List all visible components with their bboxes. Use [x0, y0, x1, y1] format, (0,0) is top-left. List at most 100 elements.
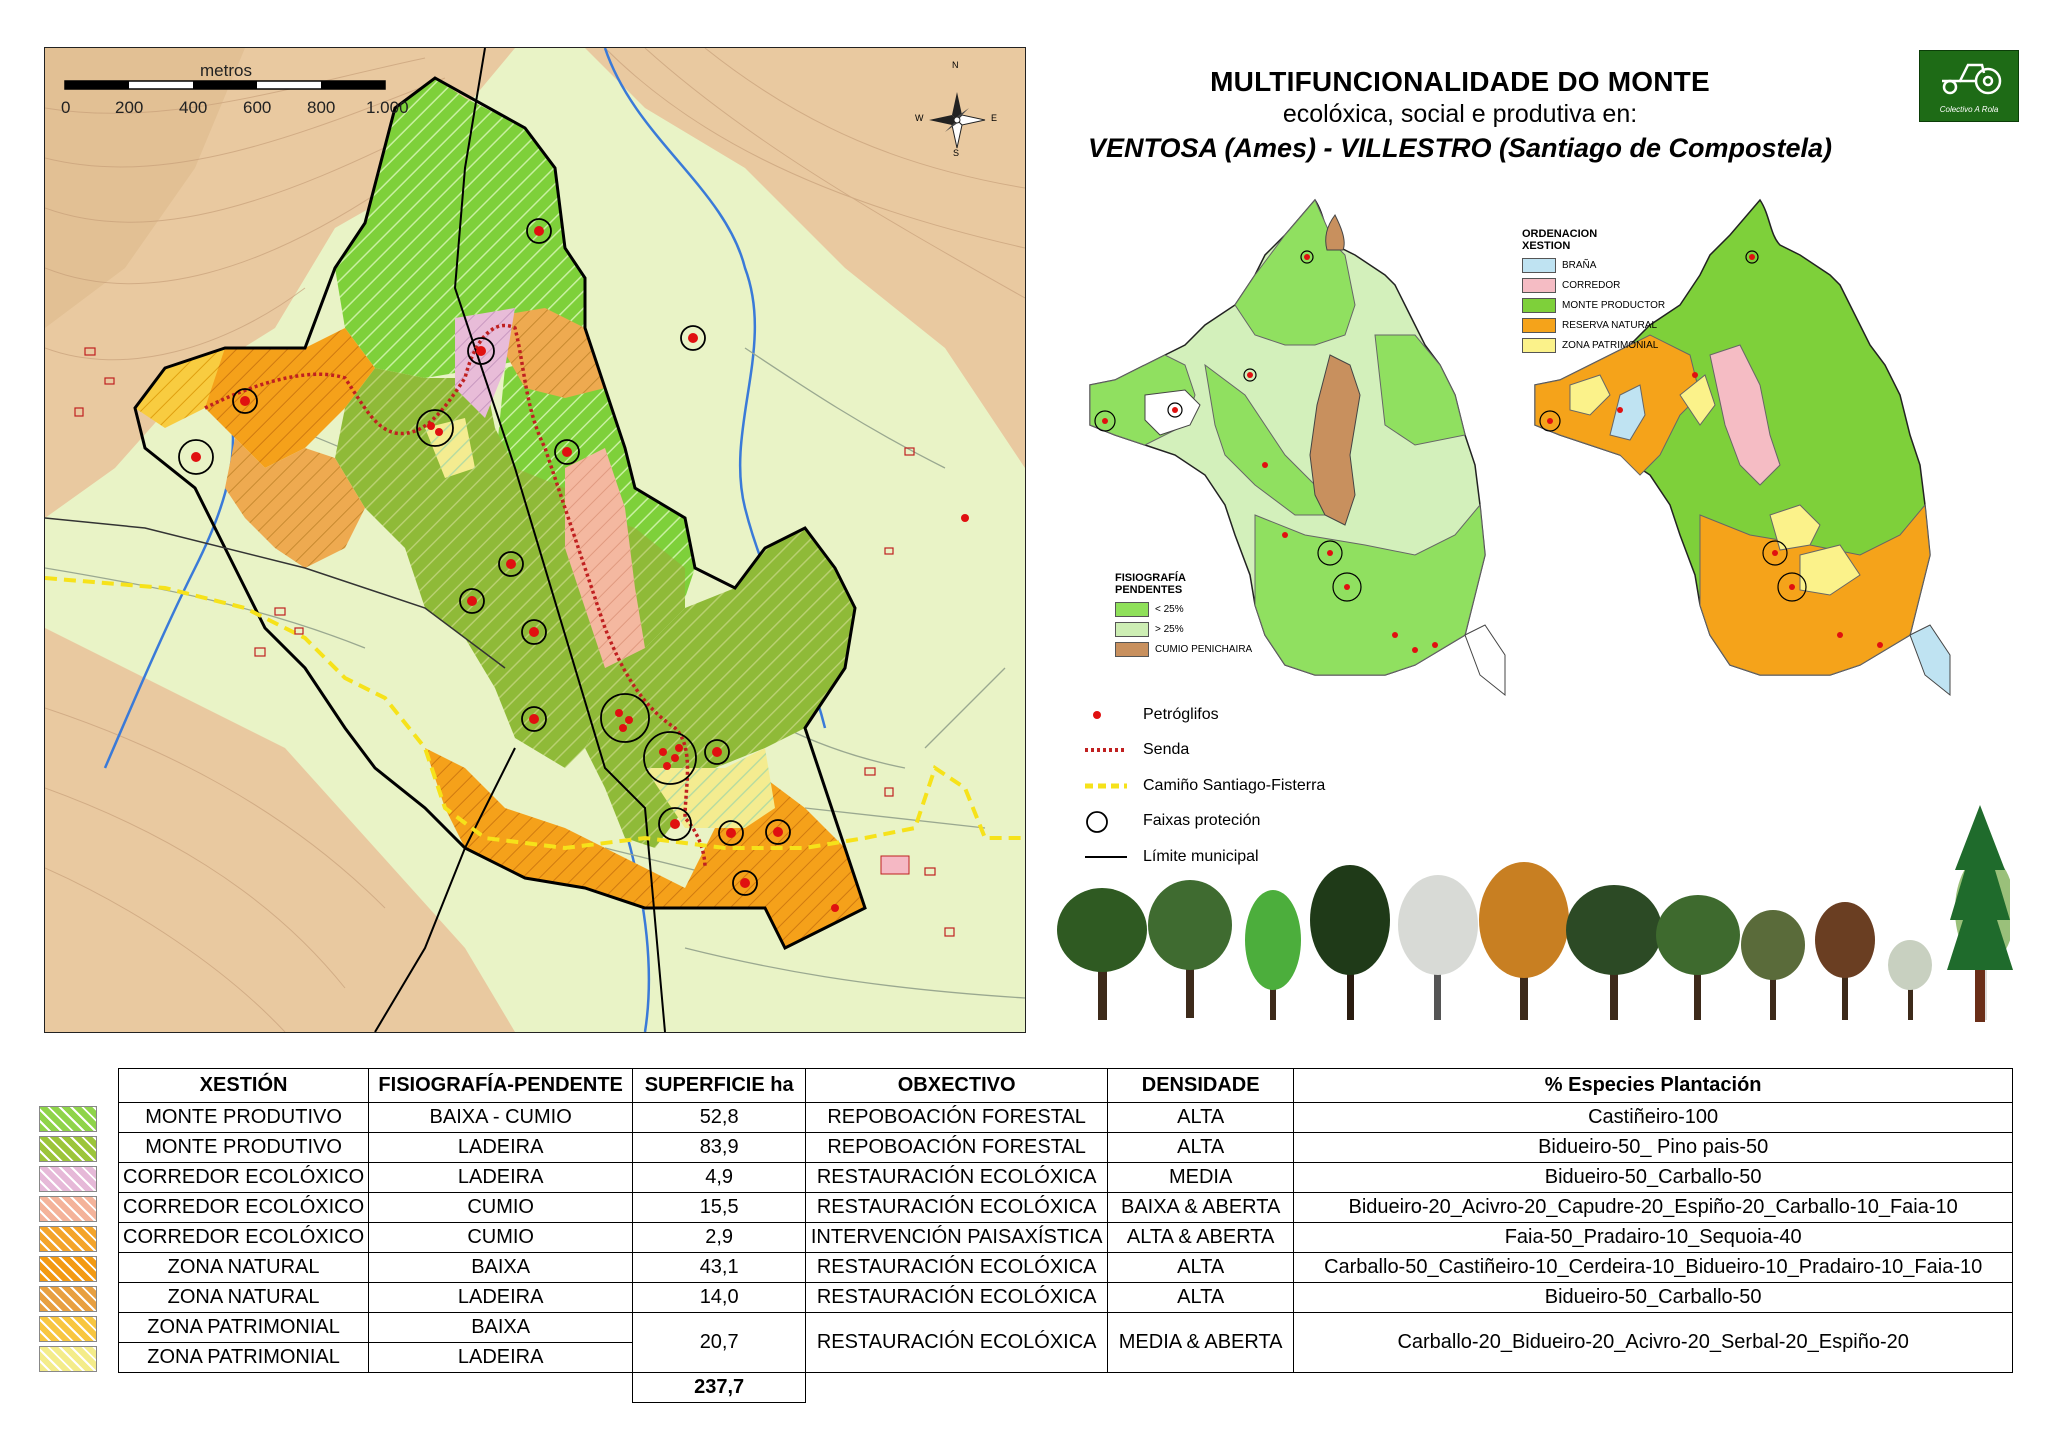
circle-outline-icon	[1085, 810, 1127, 833]
header-fisiografia: FISIOGRAFÍA-PENDENTE	[368, 1068, 634, 1103]
cell-superficie: 2,9	[632, 1222, 807, 1253]
ordenacion-item-monte: MONTE PRODUCTOR	[1562, 299, 1666, 311]
cell-total: 237,7	[632, 1372, 807, 1403]
title-subtitle: ecolóxica, social e produtiva en:	[1282, 100, 1638, 128]
cell-superficie: 83,9	[632, 1132, 807, 1163]
cell-xestion: CORREDOR ECOLÓXICO	[117, 1162, 370, 1193]
fisiografia-subtitle: PENDENTES	[1115, 584, 1183, 596]
title-location: VENTOSA (Ames) - VILLESTRO (Santiago de …	[1087, 133, 1833, 163]
cell-xestion: CORREDOR ECOLÓXICO	[117, 1192, 370, 1223]
legend-swatch	[39, 1135, 97, 1162]
table-header: XESTIÓN FISIOGRAFÍA-PENDENTE SUPERFICIE …	[117, 1068, 2014, 1103]
table-row: CORREDOR ECOLÓXICO CUMIO 2,9 INTERVENCIÓ…	[117, 1222, 2014, 1253]
management-table: XESTIÓN FISIOGRAFÍA-PENDENTE SUPERFICIE …	[117, 1068, 2014, 1403]
legend-swatch	[39, 1285, 97, 1312]
cell-densidade: BAIXA & ABERTA	[1107, 1192, 1295, 1223]
cell-xestion: MONTE PRODUTIVO	[117, 1102, 370, 1133]
compass-e: E	[991, 113, 998, 123]
scale-tick-1000: 1.000	[366, 98, 409, 117]
legend-limite: Límite municipal	[1085, 842, 1259, 872]
ordenacion-item-zona: ZONA PATRIMONIAL	[1562, 339, 1659, 351]
table-row: CORREDOR ECOLÓXICO LADEIRA 4,9 RESTAURAC…	[117, 1162, 2014, 1193]
compass-s: S	[953, 148, 960, 158]
compass-n: N	[952, 60, 959, 70]
cell-fisiografia: LADEIRA	[368, 1132, 634, 1163]
cell-obxectivo: RESTAURACIÓN ECOLÓXICA	[805, 1282, 1109, 1313]
legend-swatch	[39, 1165, 97, 1192]
cell-xestion: MONTE PRODUTIVO	[117, 1132, 370, 1163]
cell-xestion: ZONA PATRIMONIAL	[117, 1312, 370, 1343]
ordenacion-item-reserva: RESERVA NATURAL	[1562, 319, 1658, 331]
main-map[interactable]: metros 0 200 400 600 800 1.000 N S E W	[44, 47, 1026, 1033]
cell-superficie: 4,9	[632, 1162, 807, 1193]
legend-camino: Camiño Santiago-Fisterra	[1085, 771, 1325, 801]
ordenacion-item-brana: BRAÑA	[1562, 259, 1597, 271]
cell-especies: Carballo-20_Bidueiro-20_Acivro-20_Serbal…	[1293, 1312, 2014, 1373]
table-total-row: 237,7	[119, 1372, 2013, 1403]
header-xestion: XESTIÓN	[117, 1068, 370, 1103]
fisiografia-legend: FISIOGRAFÍA PENDENTES < 25% > 25% CUMIO …	[1115, 572, 1252, 659]
cell-fisiografia: LADEIRA	[368, 1282, 634, 1313]
table-row: MONTE PRODUTIVO LADEIRA 83,9 REPOBOACIÓN…	[117, 1132, 2014, 1163]
legend-petroglifos-label: Petróglifos	[1143, 706, 1219, 723]
cell-densidade: ALTA & ABERTA	[1107, 1222, 1295, 1253]
cell-fisiografia: BAIXA - CUMIO	[368, 1102, 634, 1133]
cell-obxectivo: REPOBOACIÓN FORESTAL	[805, 1102, 1109, 1133]
legend-swatch	[39, 1105, 97, 1132]
ordenacion-item-corredor: CORREDOR	[1562, 279, 1621, 291]
legend-swatch	[39, 1345, 97, 1372]
cell-xestion: CORREDOR ECOLÓXICO	[117, 1222, 370, 1253]
legend-swatch	[39, 1195, 97, 1222]
cell-xestion: ZONA NATURAL	[117, 1282, 370, 1313]
cell-especies: Bidueiro-50_ Pino pais-50	[1293, 1132, 2014, 1163]
broad-tree-icon	[1656, 895, 1740, 1020]
red-tree-icon	[1815, 902, 1875, 1020]
legend-limite-label: Límite municipal	[1143, 848, 1259, 865]
legend-swatch	[39, 1315, 97, 1342]
header-obxectivo: OBXECTIVO	[805, 1068, 1109, 1103]
cell-superficie: 14,0	[632, 1282, 807, 1313]
cell-obxectivo: REPOBOACIÓN FORESTAL	[805, 1132, 1109, 1163]
spreading-tree-icon	[1566, 885, 1662, 1020]
ordenacion-title: ORDENACION	[1522, 228, 1598, 240]
cell-especies: Bidueiro-20_Acivro-20_Capudre-20_Espiño-…	[1293, 1192, 2014, 1223]
cell-superficie: 20,7	[632, 1312, 807, 1373]
cell-fisiografia: LADEIRA	[368, 1162, 634, 1193]
title-block: MULTIFUNCIONALIDADE DO MONTE ecolóxica, …	[1080, 66, 1840, 164]
oak-tree-icon	[1057, 888, 1147, 1020]
logo-text: Colectivo A Rola	[1939, 105, 1999, 114]
cell-obxectivo: RESTAURACIÓN ECOLÓXICA	[805, 1162, 1109, 1193]
cell-fisiografia: LADEIRA	[368, 1342, 634, 1373]
fisiografia-item-high: > 25%	[1155, 623, 1184, 635]
cell-especies: Bidueiro-50_Carballo-50	[1293, 1162, 2014, 1193]
autumn-tree-icon	[1479, 862, 1569, 1020]
logo: Colectivo A Rola	[1919, 50, 2019, 122]
cell-especies: Faia-50_Pradairo-10_Sequoia-40	[1293, 1222, 2014, 1253]
red-dot-icon	[1085, 704, 1127, 726]
dotted-red-line-icon	[1085, 739, 1127, 761]
cell-especies: Carballo-50_Castiñeiro-10_Cerdeira-10_Bi…	[1293, 1252, 2014, 1283]
cell-obxectivo: INTERVENCIÓN PAISAXÍSTICA	[805, 1222, 1109, 1253]
fisiografia-item-cumio: CUMIO PENICHAIRA	[1155, 643, 1253, 655]
cell-densidade: ALTA	[1107, 1252, 1295, 1283]
tree-illustrations	[1057, 855, 2010, 1020]
fisiografia-map	[1089, 198, 1506, 697]
cell-densidade: MEDIA	[1107, 1162, 1295, 1193]
dark-tree-icon	[1310, 865, 1390, 1020]
fisiografia-item-low: < 25%	[1155, 603, 1184, 615]
tractor-icon	[1942, 63, 2002, 95]
cell-densidade: ALTA	[1107, 1282, 1295, 1313]
ordenacion-legend: ORDENACION XESTION BRAÑA CORREDOR MONTE …	[1522, 228, 1665, 355]
legend-camino-label: Camiño Santiago-Fisterra	[1143, 777, 1326, 794]
cell-fisiografia: CUMIO	[368, 1222, 634, 1253]
cell-obxectivo: RESTAURACIÓN ECOLÓXICA	[805, 1252, 1109, 1283]
cell-superficie: 52,8	[632, 1102, 807, 1133]
legend-swatch	[39, 1255, 97, 1282]
header-superficie: SUPERFICIE ha	[632, 1068, 807, 1103]
cell-densidade: ALTA	[1107, 1132, 1295, 1163]
black-line-icon	[1085, 846, 1127, 868]
dashed-yellow-line-icon	[1085, 775, 1127, 797]
ordenacion-subtitle: XESTION	[1522, 240, 1571, 252]
legend-senda: Senda	[1085, 735, 1189, 765]
round-tree-icon	[1148, 880, 1232, 1018]
